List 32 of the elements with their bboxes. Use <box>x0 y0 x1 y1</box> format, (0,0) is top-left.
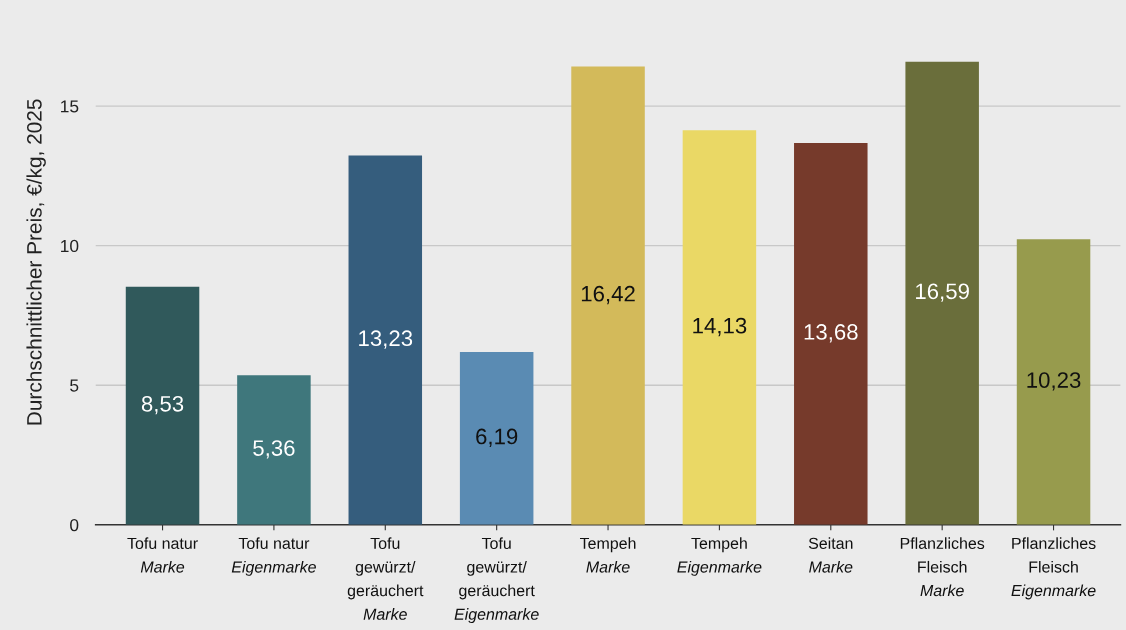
y-tick-label: 0 <box>70 518 79 532</box>
y-axis-title: Durchschnittlicher Preis, €/kg, 2025 <box>26 99 46 425</box>
data-label: 13,23 <box>359 330 413 349</box>
data-label: 8,53 <box>141 395 184 415</box>
bar <box>571 66 645 525</box>
y-tick-label: 15 <box>61 100 79 113</box>
y-tick-label: 5 <box>70 379 79 392</box>
bar <box>125 286 200 525</box>
x-tick-label: Tofu gewürzt/ geräuchert Marke <box>347 537 424 620</box>
bar <box>682 130 757 525</box>
x-tick-label: Tempeh Eigenmarke <box>677 537 762 576</box>
data-label: 16,42 <box>581 285 635 305</box>
y-tick-label: 10 <box>61 239 79 253</box>
x-tick-label: Tofu gewürzt/ geräuchert Eigenmarke <box>454 537 539 624</box>
x-tick-label: Tofu natur Marke <box>127 537 198 573</box>
data-label: 5,36 <box>253 440 295 459</box>
data-label: 13,68 <box>804 324 858 343</box>
data-label: 14,13 <box>693 317 747 337</box>
bar <box>794 142 868 525</box>
bar <box>348 155 423 525</box>
bar <box>905 61 979 525</box>
data-label: 6,19 <box>476 428 518 447</box>
x-tick-label: Pflanzliches Fleisch Eigenmarke <box>1011 537 1096 600</box>
data-label: 16,59 <box>916 283 969 302</box>
bar <box>1016 239 1091 525</box>
x-tick-label: Tofu natur Eigenmarke <box>231 537 316 576</box>
data-label: 10,23 <box>1027 372 1081 391</box>
x-tick-label: Tempeh Marke <box>579 537 636 573</box>
bar <box>459 352 534 525</box>
x-tick-label: Pflanzliches Fleisch Marke <box>900 537 985 597</box>
bar <box>237 375 311 525</box>
x-tick-label: Seitan Marke <box>808 537 853 573</box>
